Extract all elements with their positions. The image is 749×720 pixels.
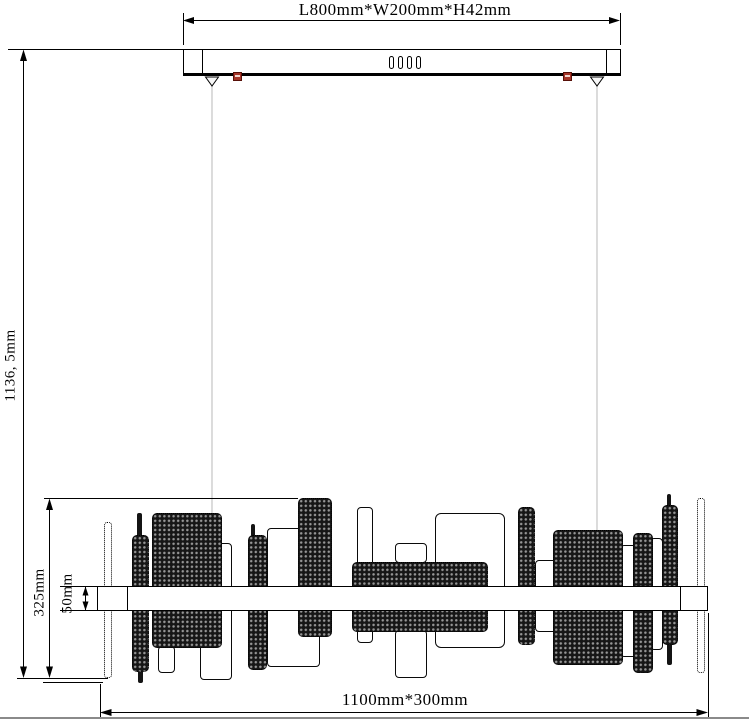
panel-pin: [137, 513, 142, 537]
mounting-screw-right: [563, 72, 572, 81]
vent-slot: [389, 56, 394, 69]
crystal-panel: [298, 498, 332, 637]
ceiling-canopy: [183, 49, 621, 76]
glass-panel: [395, 543, 427, 563]
wire-hook-left: [204, 76, 220, 87]
panel-pin: [667, 494, 671, 507]
frame-band-joint: [127, 587, 129, 610]
frame-band-joint: [680, 587, 682, 610]
glass-panel: [395, 630, 427, 678]
panel-pin: [667, 643, 672, 665]
crystal-panel: [662, 505, 678, 645]
glass-panel-thin: [697, 498, 705, 673]
vent-slot: [407, 56, 412, 69]
dimension-label-canopy-size: L800mm*W200mm*H42mm: [298, 0, 512, 19]
dimension-label-body-height: 325mm: [31, 568, 48, 617]
frame-band: [97, 586, 708, 611]
dimension-label-suspension-height: 1136, 5mm: [2, 329, 19, 402]
mounting-screw-left: [233, 72, 242, 81]
panel-pin: [251, 524, 255, 537]
dimension-label-body-size: 1100mm*300mm: [341, 690, 469, 709]
crystal-panel: [518, 507, 535, 645]
page-bottom-edge-line: [0, 717, 749, 719]
canopy-end-joint: [606, 50, 608, 73]
wire-hook-right: [589, 76, 605, 87]
glass-panel: [158, 646, 175, 673]
panel-pin: [138, 670, 143, 683]
vent-slot: [416, 56, 421, 69]
crystal-panel: [152, 513, 222, 648]
canopy-end-joint: [202, 50, 204, 73]
dimension-label-frame-height: 50mm: [59, 573, 76, 614]
vent-slot: [398, 56, 403, 69]
